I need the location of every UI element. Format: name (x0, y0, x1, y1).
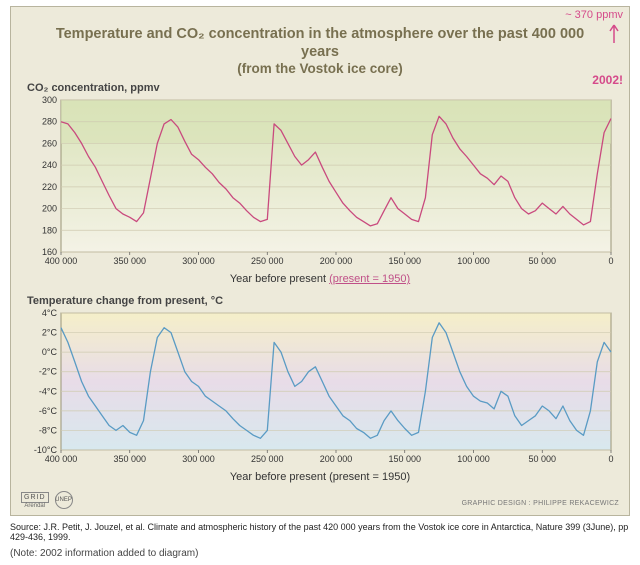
svg-text:200: 200 (42, 204, 57, 214)
xlabel-text: Year before present (230, 273, 326, 285)
svg-text:150 000: 150 000 (388, 454, 421, 464)
logo-block: GRID Arendal UNEP (21, 491, 73, 509)
svg-text:280: 280 (42, 117, 57, 127)
xlabel-highlight: (present = 1950) (329, 273, 410, 285)
note-text: (Note: 2002 information added to diagram… (10, 548, 630, 559)
svg-text:200 000: 200 000 (320, 256, 353, 266)
co2-svg: 160180200220240260280300400 000350 00030… (21, 96, 619, 266)
svg-text:200 000: 200 000 (320, 454, 353, 464)
svg-text:-6°C: -6°C (39, 406, 58, 416)
svg-text:0: 0 (608, 454, 613, 464)
svg-text:260: 260 (42, 139, 57, 149)
unep-logo-text: UNEP (55, 497, 72, 503)
svg-text:350 000: 350 000 (113, 454, 146, 464)
grid-logo-sub: Arendal (21, 503, 49, 509)
svg-text:-2°C: -2°C (39, 367, 58, 377)
svg-text:240: 240 (42, 160, 57, 170)
xlabel-highlight-2: (present = 1950) (329, 471, 410, 483)
svg-text:100 000: 100 000 (457, 256, 490, 266)
svg-text:250 000: 250 000 (251, 256, 284, 266)
co2-axis-label: CO₂ concentration, ppmv (27, 82, 619, 94)
temp-svg: -10°C-8°C-6°C-4°C-2°C0°C2°C4°C400 000350… (21, 309, 619, 464)
svg-text:50 000: 50 000 (528, 454, 556, 464)
callout-arrow (605, 21, 623, 45)
temp-chart: -10°C-8°C-6°C-4°C-2°C0°C2°C4°C400 000350… (21, 309, 619, 469)
co2-xlabel: Year before present (present = 1950) (21, 273, 619, 285)
temp-axis-label: Temperature change from present, °C (27, 295, 619, 307)
svg-text:50 000: 50 000 (528, 256, 556, 266)
svg-text:400 000: 400 000 (45, 256, 78, 266)
svg-text:4°C: 4°C (42, 309, 58, 318)
svg-text:300 000: 300 000 (182, 454, 215, 464)
svg-text:220: 220 (42, 182, 57, 192)
xlabel-text-2: Year before present (230, 471, 326, 483)
svg-text:0: 0 (608, 256, 613, 266)
svg-text:-8°C: -8°C (39, 426, 58, 436)
grid-logo-text: GRID (21, 492, 49, 503)
svg-text:350 000: 350 000 (113, 256, 146, 266)
source-text: Source: J.R. Petit, J. Jouzel, et al. Cl… (10, 522, 630, 542)
svg-text:0°C: 0°C (42, 347, 58, 357)
grid-logo: GRID Arendal (21, 492, 49, 509)
svg-text:2°C: 2°C (42, 328, 58, 338)
co2-chart: 160180200220240260280300400 000350 00030… (21, 96, 619, 271)
unep-logo: UNEP (55, 491, 73, 509)
svg-text:250 000: 250 000 (251, 454, 284, 464)
designer-credit: GRAPHIC DESIGN : PHILIPPE REKACEWICZ (462, 500, 619, 507)
svg-text:100 000: 100 000 (457, 454, 490, 464)
chart-title: Temperature and CO₂ concentration in the… (41, 25, 599, 78)
svg-text:300 000: 300 000 (182, 256, 215, 266)
present-callout: ~ 370 ppmv 2002! (565, 9, 623, 87)
svg-text:400 000: 400 000 (45, 454, 78, 464)
callout-ppmv: ~ 370 ppmv (565, 9, 623, 21)
title-line2: (from the Vostok ice core) (41, 61, 599, 78)
svg-text:300: 300 (42, 96, 57, 105)
svg-text:-4°C: -4°C (39, 386, 58, 396)
temp-xlabel: Year before present (present = 1950) (21, 471, 619, 483)
svg-text:150 000: 150 000 (388, 256, 421, 266)
title-line1: Temperature and CO₂ concentration in the… (41, 25, 599, 61)
svg-text:180: 180 (42, 225, 57, 235)
figure-panel: ~ 370 ppmv 2002! Temperature and CO₂ con… (10, 6, 630, 516)
callout-year: 2002! (565, 74, 623, 87)
